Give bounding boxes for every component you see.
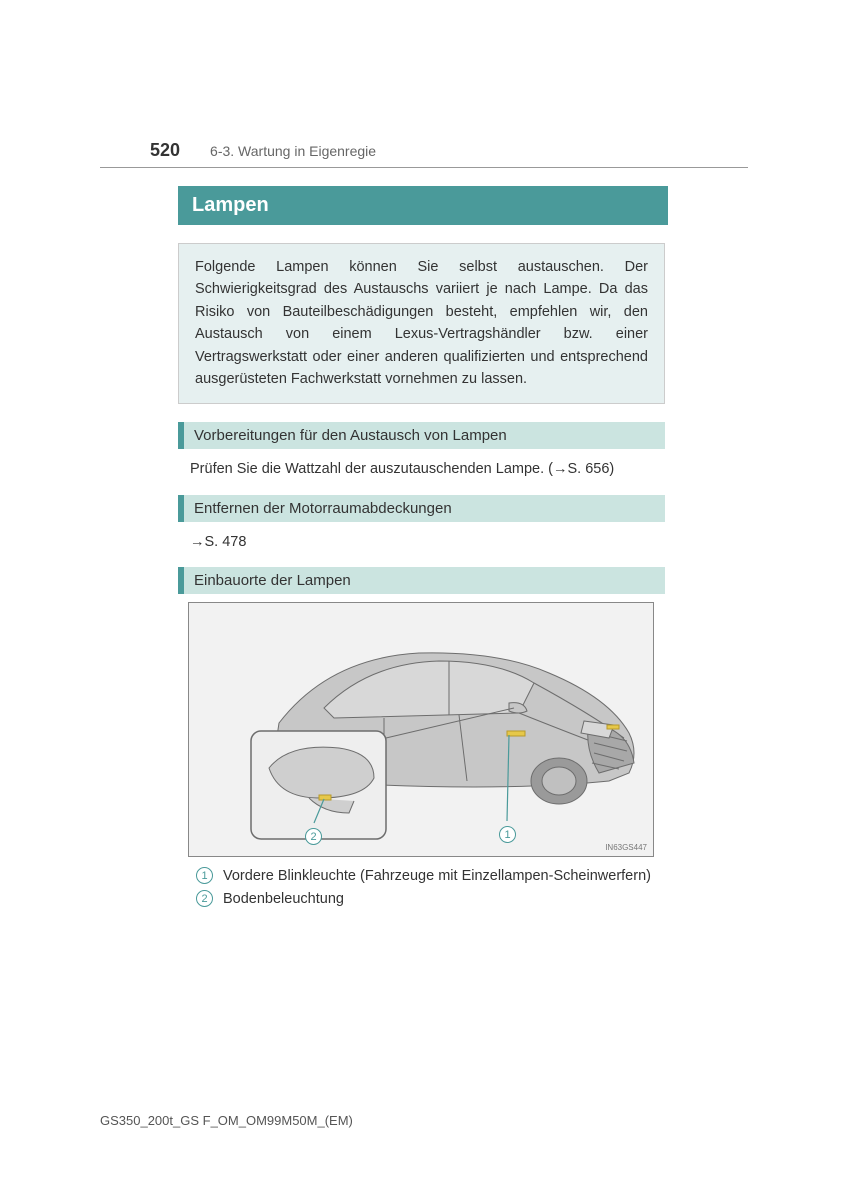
legend-text-1: Vordere Blinkleuchte (Fahrzeuge mit Einz… — [223, 868, 651, 884]
legend-marker-1: 1 — [196, 867, 213, 884]
car-illustration — [189, 603, 654, 857]
section-remove-heading: Entfernen der Motorraumabdeckungen — [178, 495, 665, 522]
footer-text: GS350_200t_GS F_OM_OM99M50M_(EM) — [100, 1113, 353, 1128]
legend-marker-2: 2 — [196, 890, 213, 907]
page-header: 520 6-3. Wartung in Eigenregie — [100, 140, 748, 168]
legend-list: 1 Vordere Blinkleuchte (Fahrzeuge mit Ei… — [178, 867, 665, 907]
content-column: Lampen Folgende Lampen können Sie selbst… — [100, 186, 665, 907]
page-number: 520 — [150, 140, 180, 161]
prep-text-post: ) — [609, 461, 614, 477]
section-prep-text: Prüfen Sie die Wattzahl der auszutausche… — [178, 457, 665, 495]
section-prep-heading: Vorbereitungen für den Austausch von Lam… — [178, 422, 665, 449]
section-remove-text: →S. 478 — [178, 530, 665, 568]
main-title: Lampen — [178, 186, 668, 225]
remove-text-ref: S. 478 — [205, 534, 247, 550]
car-diagram: 1 2 IN63GS447 — [188, 602, 654, 857]
section-locations-heading: Einbauorte der Lampen — [178, 567, 665, 594]
arrow-icon: → — [553, 461, 568, 477]
intro-box: Folgende Lampen können Sie selbst austau… — [178, 243, 665, 404]
prep-text-ref: S. 656 — [567, 461, 609, 477]
arrow-icon: → — [190, 534, 205, 550]
legend-item-1: 1 Vordere Blinkleuchte (Fahrzeuge mit Ei… — [196, 867, 665, 884]
image-code: IN63GS447 — [605, 843, 647, 852]
legend-text-2: Bodenbeleuchtung — [223, 891, 344, 907]
prep-text-pre: Prüfen Sie die Wattzahl der auszutausche… — [190, 461, 553, 477]
page-content: 520 6-3. Wartung in Eigenregie Lampen Fo… — [100, 140, 748, 913]
chapter-title: 6-3. Wartung in Eigenregie — [210, 143, 376, 159]
legend-item-2: 2 Bodenbeleuchtung — [196, 890, 665, 907]
